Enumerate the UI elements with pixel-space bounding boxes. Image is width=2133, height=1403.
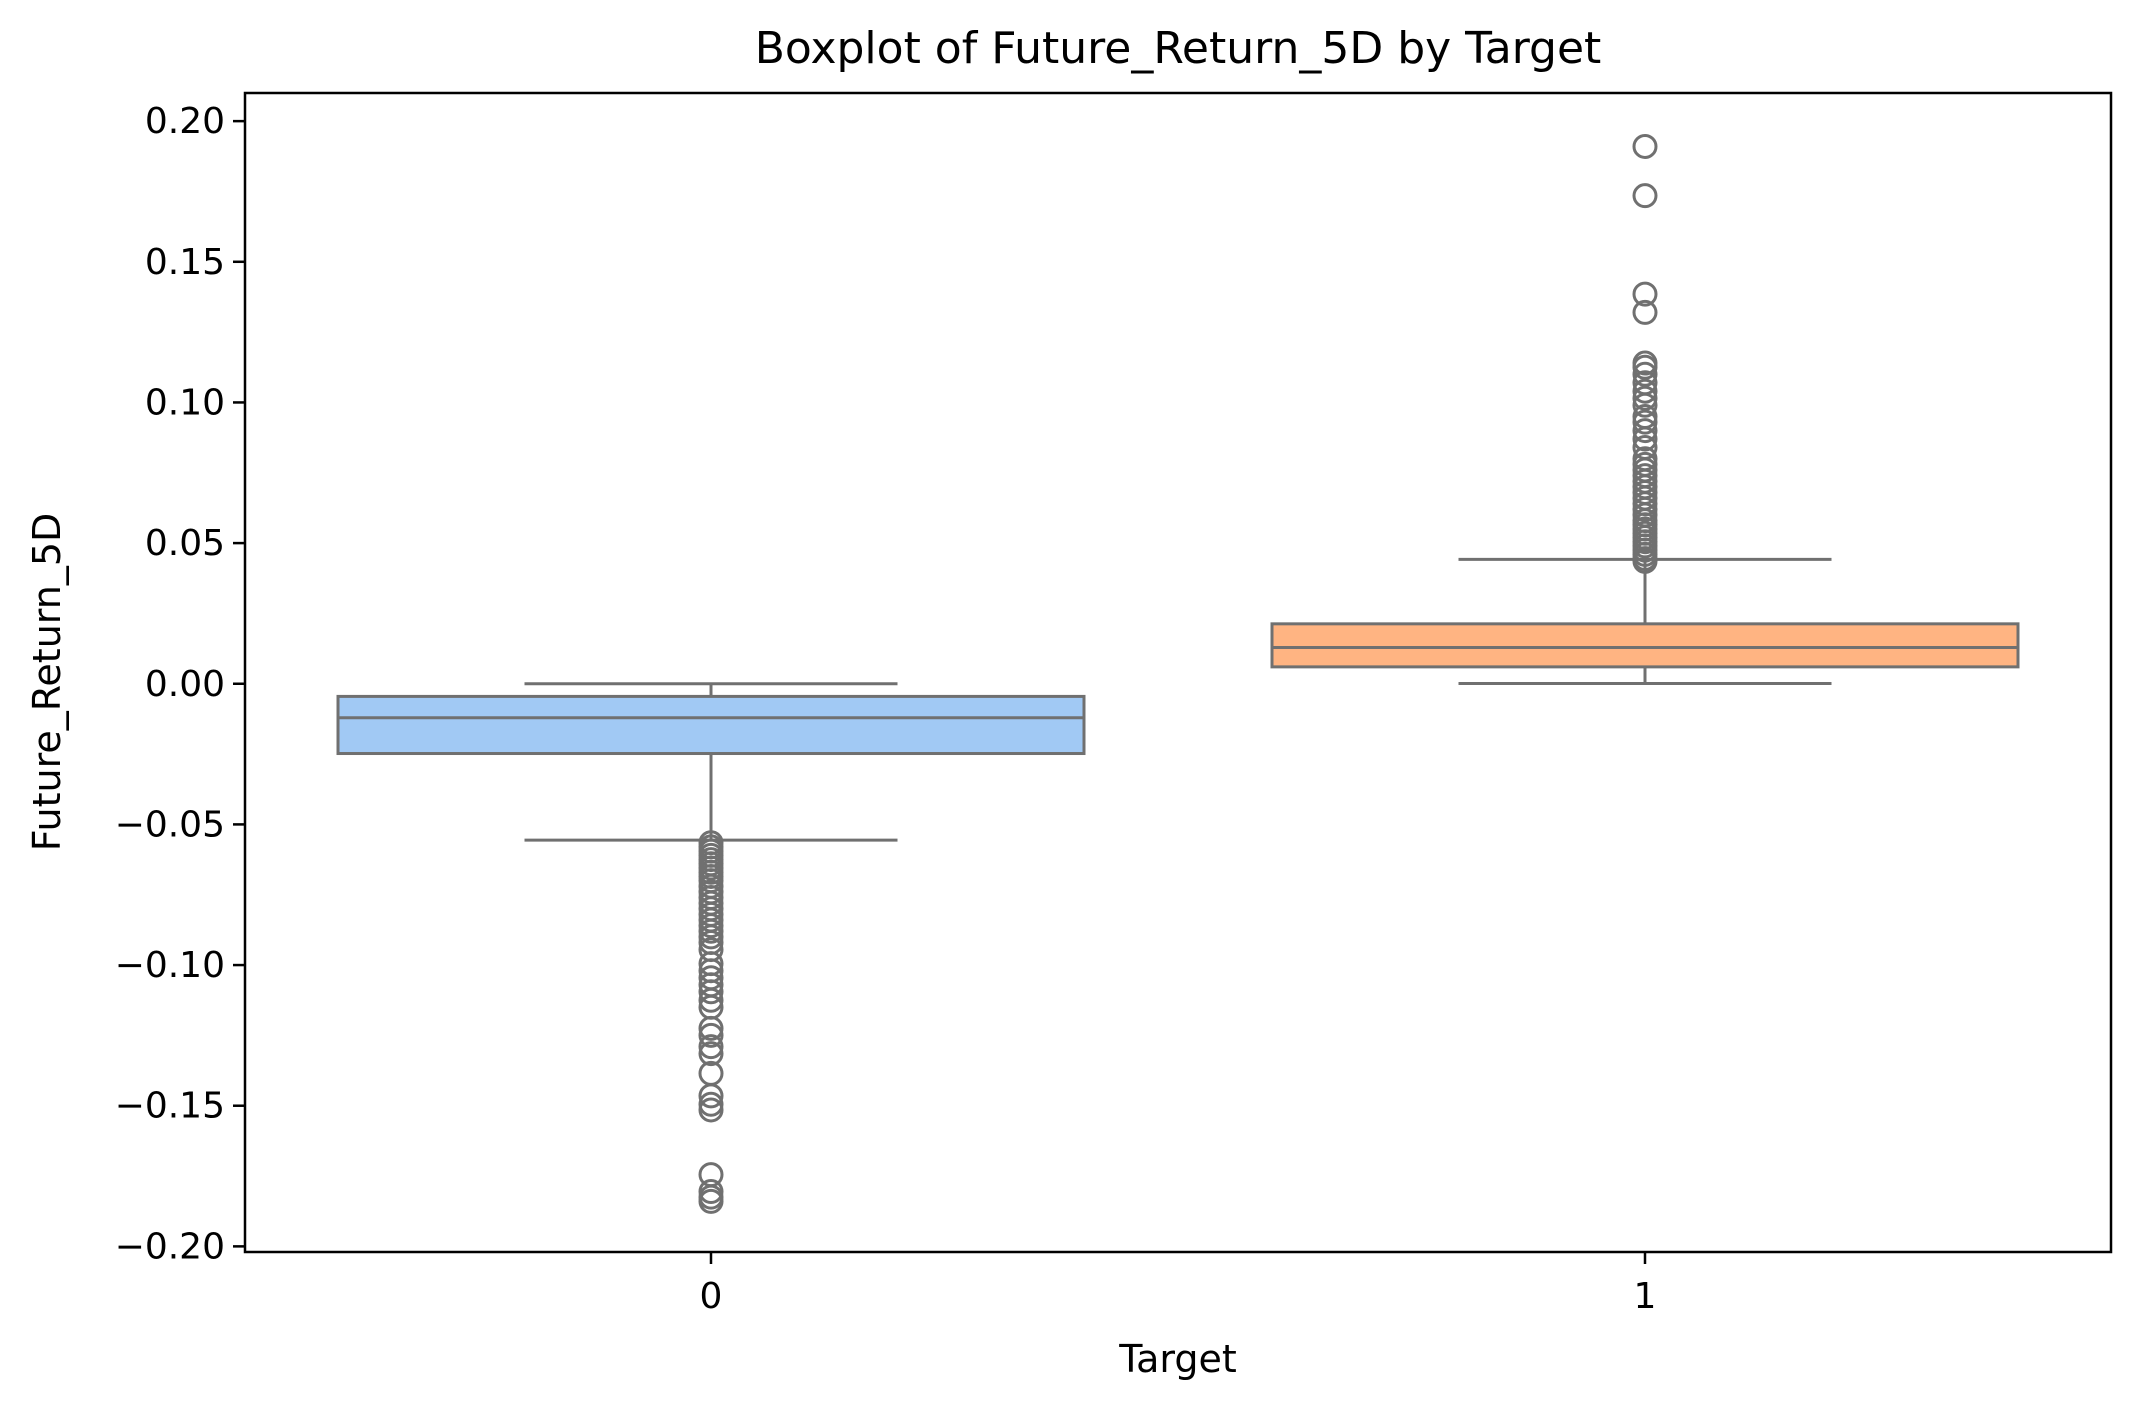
outlier-point [698, 1083, 724, 1109]
outlier-point [1632, 446, 1658, 472]
outlier-point [1632, 378, 1658, 404]
outlier-point [1632, 299, 1658, 325]
box-group-1 [1270, 133, 2020, 685]
y-tick-label: 0.15 [145, 242, 225, 283]
outlier-point [1632, 281, 1658, 307]
y-tick-label: −0.05 [115, 804, 225, 845]
outlier-point [698, 1097, 724, 1123]
outlier-point [1632, 133, 1658, 159]
y-tick-label: −0.20 [115, 1226, 225, 1267]
outlier-point [1632, 183, 1658, 209]
box-iqr [1270, 622, 2020, 669]
outlier-point [1632, 404, 1658, 430]
box-group-0 [336, 682, 1086, 1214]
plot-area-frame [243, 91, 2113, 1254]
y-tick-label: 0.05 [145, 523, 225, 564]
boxes-layer [336, 133, 2020, 1214]
outlier-point [698, 1041, 724, 1067]
outlier-point [1632, 385, 1658, 411]
outlier-point [698, 1022, 724, 1048]
y-axis-label: Future_Return_5D [25, 513, 69, 852]
y-tick-label: −0.15 [115, 1086, 225, 1127]
outlier-point [1632, 370, 1658, 396]
x-tick-label: 0 [700, 1276, 723, 1317]
outlier-point [1632, 361, 1658, 387]
x-tick-label: 1 [1634, 1276, 1657, 1317]
outlier-point [698, 1034, 724, 1060]
box-iqr [336, 694, 1086, 756]
ticks-layer: −0.20 −0.15 −0.10 −0.05 0.00 0.05 0.10 0.15 0.20… [115, 101, 1657, 1317]
y-tick-label: −0.10 [115, 945, 225, 986]
outlier-point [698, 979, 724, 1005]
outlier-point [1632, 418, 1658, 444]
outlier-point [1632, 350, 1658, 376]
y-tick-label: 0.00 [145, 664, 225, 705]
x-axis-label: Target [1118, 1337, 1237, 1381]
y-tick-label: 0.10 [145, 382, 225, 423]
outlier-point [698, 987, 724, 1013]
outlier-point [1632, 434, 1658, 460]
outlier-point [698, 1015, 724, 1041]
y-tick-label: 0.20 [145, 101, 225, 142]
chart-title: Boxplot of Future_Return_5D by Target [755, 23, 1602, 74]
outlier-point [698, 1188, 724, 1214]
